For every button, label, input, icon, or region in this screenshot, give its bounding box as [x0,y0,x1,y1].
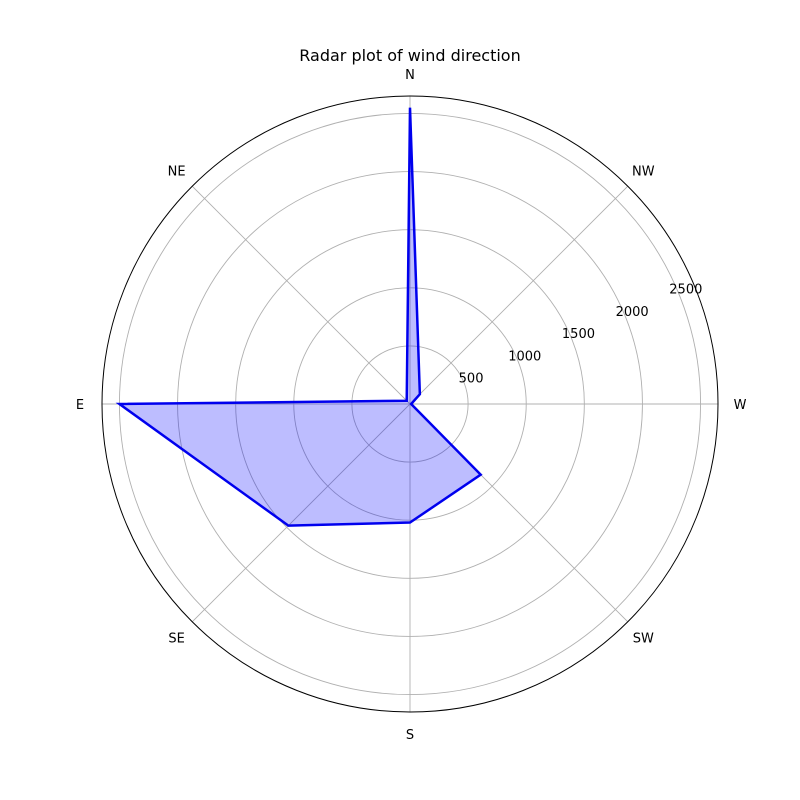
direction-label-nw: NW [632,165,655,180]
direction-label-ne: NE [168,165,186,180]
direction-label-w: W [734,398,747,413]
spoke-line [409,185,629,405]
radial-tick-label: 2500 [669,283,702,298]
direction-label-n: N [405,68,415,83]
chart-title: Radar plot of wind direction [299,46,520,65]
radial-tick-label: 1500 [562,327,595,342]
radial-tick-label: 1000 [508,349,541,364]
direction-label-se: SE [168,631,184,646]
direction-label-e: E [76,398,84,413]
spoke-line [191,403,411,623]
label-layer: N NW W SW S SE E NE 500 1000 1500 2000 2500 [76,68,747,743]
outer-frame [101,95,719,713]
direction-label-s: S [406,728,414,743]
direction-label-sw: SW [633,631,654,646]
data-layer [115,107,483,527]
radial-tick-label: 500 [459,372,484,387]
radial-tick-label: 2000 [616,305,649,320]
spoke-line [191,185,411,405]
series-fill-area [119,107,481,526]
